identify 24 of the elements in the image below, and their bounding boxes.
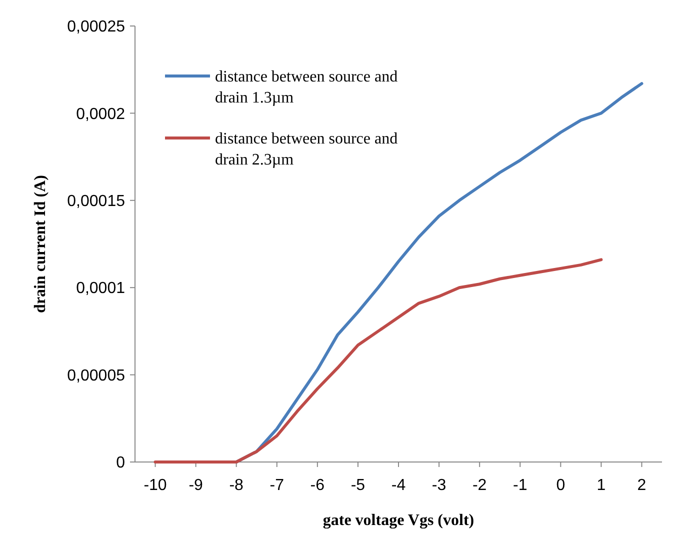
x-tick-label: -6 (310, 477, 325, 494)
y-axis-title: drain current Id (A) (32, 175, 49, 313)
x-tick-label: 0 (556, 477, 566, 494)
x-tick-label: -8 (229, 477, 244, 494)
x-tick-label: -7 (270, 477, 284, 494)
y-tick-label: 0,00025 (67, 18, 126, 36)
x-tick-label: -3 (432, 477, 446, 494)
y-tick-label: 0,0002 (76, 106, 126, 123)
legend-label: distance between source and drain 1.3µm (215, 68, 398, 106)
legend-label: distance between source and drain 2.3µm (215, 130, 398, 168)
y-tick-label: 0,0001 (76, 280, 126, 298)
x-tick-label: -4 (391, 477, 406, 494)
x-tick-label: -2 (472, 477, 487, 494)
x-tick-label: -5 (350, 477, 366, 494)
x-tick-label: -10 (144, 477, 167, 494)
y-tick-label: 0,00015 (67, 193, 126, 210)
line-series (154, 258, 603, 464)
x-tick-label: 1 (596, 477, 606, 494)
x-tick-label: -9 (188, 477, 204, 494)
y-tick-label: 0 (116, 454, 126, 472)
x-tick-label: -1 (513, 477, 528, 494)
x-axis-title: gate voltage Vgs (volt) (322, 512, 474, 529)
y-tick-label: 0,00005 (67, 367, 126, 384)
x-tick-label: 2 (637, 477, 646, 494)
